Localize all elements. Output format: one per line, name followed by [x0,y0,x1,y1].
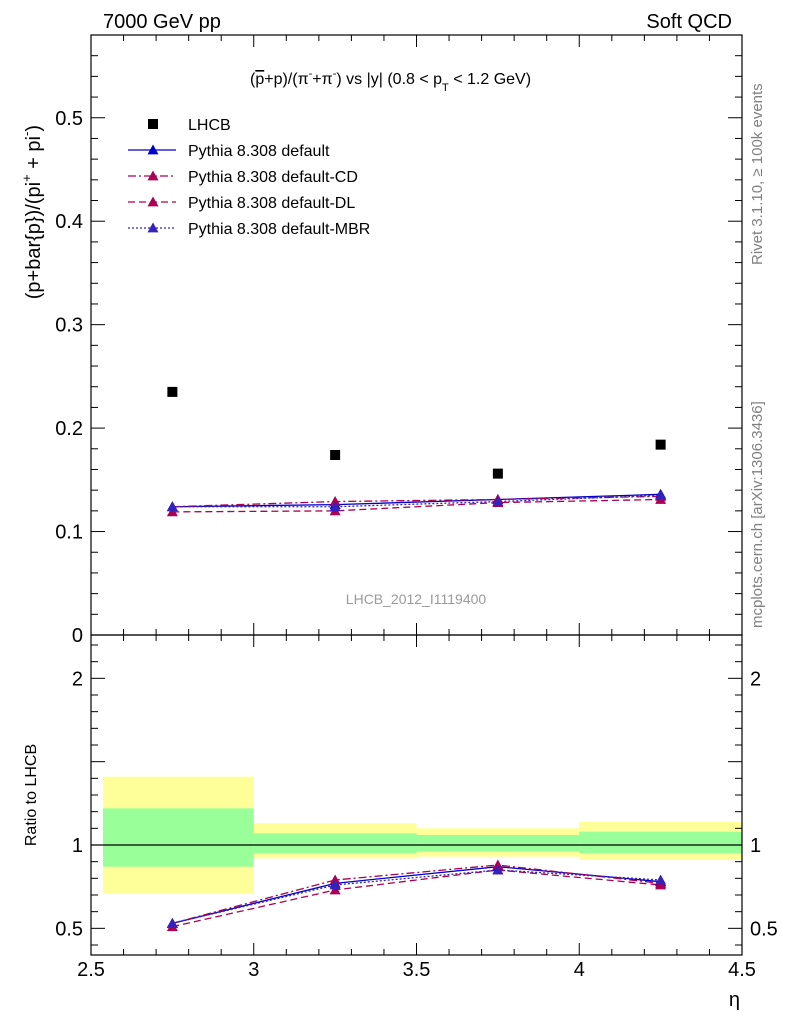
series-line [172,864,661,924]
xtick-label: 2.5 [77,959,105,981]
ratio-bands [103,776,742,894]
main-ytick-label: 0.3 [55,315,83,337]
xtick-label: 4 [574,959,585,981]
series-line [172,866,661,924]
series-marker [655,879,667,890]
series-marker [492,859,504,870]
main-ytick-label: 0.2 [55,418,83,440]
main-ytick-label: 0.1 [55,522,83,544]
ratio-ytick-label: 0.5 [55,918,83,940]
legend-marker [147,144,159,155]
series-line [172,494,661,508]
ratio-band-inner [579,831,742,854]
rivet-label: Rivet 3.1.10, ≥ 100k events [749,83,766,265]
legend-item: Pythia 8.308 default-CD [128,169,358,186]
series-pythia-8-308-default-mbr [166,489,667,512]
header-right: Soft QCD [646,11,732,33]
series-marker [329,884,341,895]
main-ylabel-text: (p+bar{p})/(pi+ + pi-) [19,125,45,299]
ratio-band-inner [416,835,580,852]
xtick-label: 4.5 [728,959,756,981]
ratio-ytick-label: 1 [72,835,83,857]
series-marker [166,917,178,928]
analysis-id: LHCB_2012_I1119400 [346,591,487,607]
ratio-ytick-label-right: 0.5 [750,918,778,940]
series-marker [655,489,667,500]
series-lhcb [167,386,666,479]
series-line [172,495,661,508]
ratio-ylabel: Ratio to LHCB [23,744,40,846]
legend-item: LHCB [148,117,231,134]
main-ylabel: (p+bar{p})/(pi+ + pi-) [19,125,45,299]
xlabel: η [729,989,740,1011]
legend-label: Pythia 8.308 default-DL [188,195,355,212]
series-marker [329,496,341,506]
series-marker [329,879,341,890]
series-marker [492,496,504,506]
main-ytick-label: 0.5 [55,108,83,130]
series-line [172,498,661,513]
series-marker [329,874,341,885]
xtick-label: 3.5 [403,959,431,981]
series-marker [329,501,341,512]
legend-item: Pythia 8.308 default [128,143,330,160]
data-point [330,450,341,460]
main-series [166,386,667,517]
ratio-ytick-label-right: 2 [750,668,761,690]
legend-label: Pythia 8.308 default-MBR [188,221,370,238]
legend-label: Pythia 8.308 default-CD [188,169,358,186]
legend-marker [148,119,158,129]
ratio-band-inner [253,833,417,854]
series-marker [655,874,667,885]
ratio-series [166,859,667,932]
header-left: 7000 GeV pp [103,11,221,33]
main-ytick-label: 0.4 [55,211,83,233]
legend-label: LHCB [188,117,231,134]
xtick-label: 3 [248,959,259,981]
main-title-text: (p+p)/(π-+π-) vs |y| (0.8 < pT < 1.2 GeV… [250,68,531,94]
legend-marker [147,196,159,207]
data-point [167,386,178,397]
ratio-ytick-label: 2 [72,668,83,690]
series-pythia-8-308-default-mbr [166,864,667,928]
ratio-ytick-label-right: 1 [750,835,761,857]
mcplots-label: mcplots.cern.ch [arXiv:1306.3436] [749,401,766,628]
legend: LHCB Pythia 8.308 default Pythia 8.308 def… [128,117,370,238]
axis-ticks [90,35,743,955]
main-ytick-label: 0 [72,625,83,647]
data-point [492,468,503,479]
series-line [172,493,661,508]
series-marker [492,864,504,875]
legend-item: Pythia 8.308 default-MBR [128,221,370,238]
axis-tick-labels: 0 0.1 0.2 0.3 0.4 0.5 0.5 0.5 1 1 2 2 2.5 3 3.5 4 4.5 [55,108,778,981]
series-line [172,869,661,928]
legend-label: Pythia 8.308 default [188,143,330,160]
series-marker [166,501,178,512]
data-point [655,439,666,450]
legend-marker [147,170,159,181]
legend-item: Pythia 8.308 default-DL [128,195,355,212]
ratio-band-inner [103,808,254,867]
main-plot-title: (p+p)/(π-+π-) vs |y| (0.8 < pT < 1.2 GeV… [250,68,531,94]
series-marker [166,506,178,517]
legend-marker [147,222,159,233]
series-line [172,869,661,924]
